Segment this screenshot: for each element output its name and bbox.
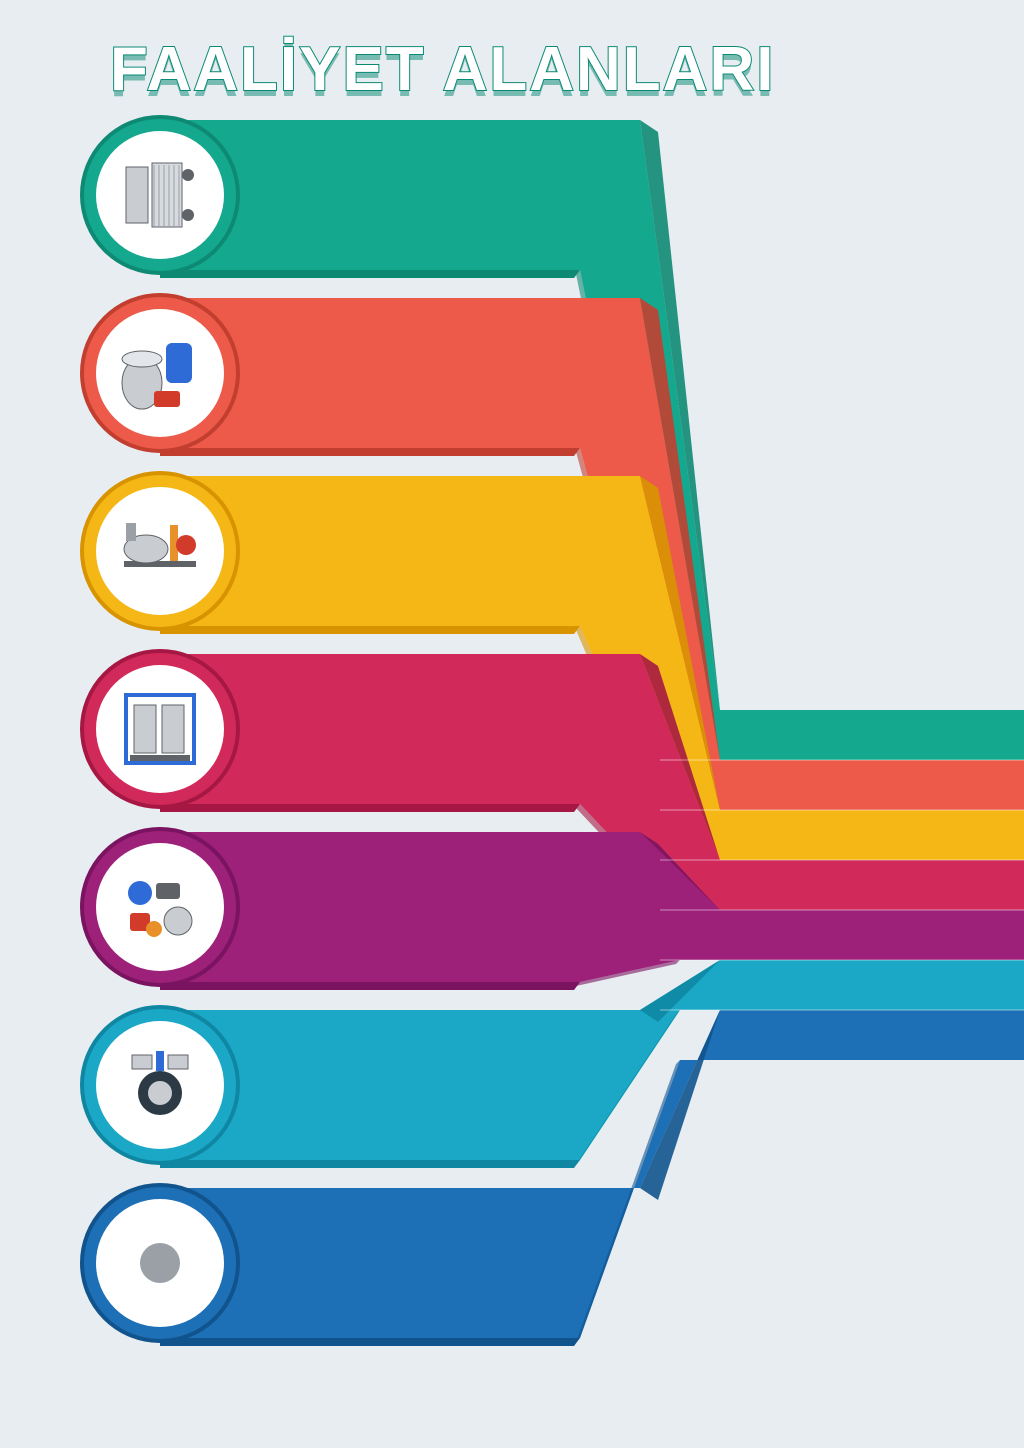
bar-shadow-skid-systems (160, 626, 580, 634)
bar-shadow-process-units (160, 804, 580, 812)
bar-shadow-tanks-vessels (160, 448, 580, 456)
circle-face-pumps-blowers (96, 843, 224, 971)
bar-shadow-pumps-blowers (160, 982, 580, 990)
page-title: FAALİYET ALANLARI (110, 35, 775, 104)
bar-shadow-heat-exchangers (160, 270, 580, 278)
boilers-solar-icon (140, 1243, 180, 1283)
bar-shadow-valves (160, 1160, 580, 1168)
bar-shadow-heating-boilers (160, 1338, 580, 1346)
circle-face-process-units (96, 665, 224, 793)
